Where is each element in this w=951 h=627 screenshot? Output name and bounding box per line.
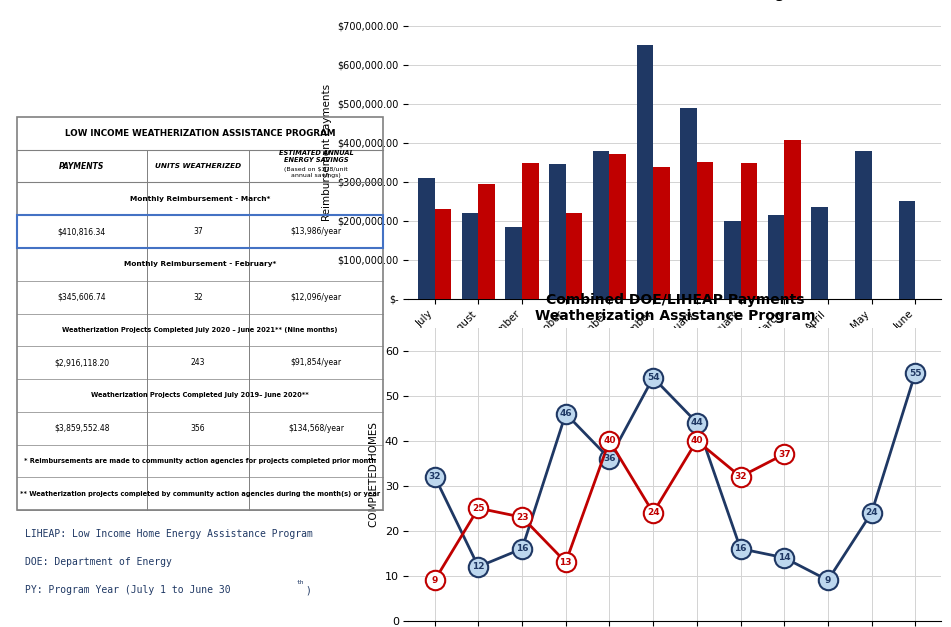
Bar bbox=[811, 207, 828, 299]
Bar bbox=[549, 164, 566, 299]
Bar bbox=[724, 221, 741, 299]
Text: th: th bbox=[297, 579, 304, 584]
Text: $2,916,118.20: $2,916,118.20 bbox=[54, 358, 109, 367]
Bar bbox=[741, 163, 757, 299]
Bar bbox=[435, 209, 452, 299]
Bar bbox=[478, 184, 495, 299]
Text: 32: 32 bbox=[734, 472, 747, 481]
Text: 46: 46 bbox=[559, 409, 573, 418]
Text: $3,859,552.48: $3,859,552.48 bbox=[54, 424, 109, 433]
Text: Monthly Reimbursement - February*: Monthly Reimbursement - February* bbox=[124, 261, 276, 267]
Bar bbox=[855, 150, 871, 299]
Text: LIHEAP: Low Income Home Energy Assistance Program: LIHEAP: Low Income Home Energy Assistanc… bbox=[25, 529, 313, 539]
Bar bbox=[767, 215, 785, 299]
Text: 12: 12 bbox=[472, 562, 485, 571]
Text: 25: 25 bbox=[472, 503, 485, 513]
Bar bbox=[610, 154, 626, 299]
Text: ): ) bbox=[305, 585, 312, 595]
Text: 24: 24 bbox=[865, 508, 878, 517]
Y-axis label: COMPLETED HOMES: COMPLETED HOMES bbox=[369, 422, 379, 527]
Text: $13,986/year: $13,986/year bbox=[290, 227, 341, 236]
Text: 14: 14 bbox=[778, 553, 790, 562]
Text: 23: 23 bbox=[515, 513, 529, 522]
Title: Combined DOE/LIHEAP Payments
Weatherization Assistance Program: Combined DOE/LIHEAP Payments Weatherizat… bbox=[534, 0, 815, 1]
Text: 243: 243 bbox=[191, 358, 205, 367]
Text: 13: 13 bbox=[559, 557, 572, 567]
Text: 32: 32 bbox=[193, 293, 203, 302]
Text: 37: 37 bbox=[193, 227, 203, 236]
Bar bbox=[785, 140, 801, 299]
Text: $410,816.34: $410,816.34 bbox=[58, 227, 106, 236]
Text: 36: 36 bbox=[603, 454, 615, 463]
Bar bbox=[899, 201, 915, 299]
Text: Weatherization Projects Completed July 2020 – June 2021** (Nine months): Weatherization Projects Completed July 2… bbox=[62, 327, 338, 333]
Bar bbox=[636, 45, 653, 299]
Text: $345,606.74: $345,606.74 bbox=[57, 293, 107, 302]
Text: 40: 40 bbox=[690, 436, 703, 445]
Bar bbox=[506, 227, 522, 299]
Text: 16: 16 bbox=[515, 544, 529, 553]
Bar bbox=[17, 215, 382, 248]
Text: 356: 356 bbox=[190, 424, 205, 433]
Text: PY: Program Year (July 1 to June 30: PY: Program Year (July 1 to June 30 bbox=[25, 585, 230, 595]
Bar bbox=[697, 162, 713, 299]
Text: 9: 9 bbox=[825, 576, 831, 585]
Text: Weatherization Projects Completed July 2019– June 2020**: Weatherization Projects Completed July 2… bbox=[91, 393, 309, 398]
Text: $12,096/year: $12,096/year bbox=[290, 293, 341, 302]
Text: 16: 16 bbox=[734, 544, 747, 553]
Text: LOW INCOME WEATHERIZATION ASSISTANCE PROGRAM: LOW INCOME WEATHERIZATION ASSISTANCE PRO… bbox=[65, 129, 335, 138]
Text: $134,568/year: $134,568/year bbox=[288, 424, 344, 433]
Text: 9: 9 bbox=[432, 576, 437, 585]
Text: 24: 24 bbox=[647, 508, 659, 517]
Y-axis label: Reimbursement Payments: Reimbursement Payments bbox=[321, 84, 332, 221]
Bar bbox=[592, 150, 610, 299]
Bar bbox=[17, 117, 382, 510]
Text: DOE: Department of Energy: DOE: Department of Energy bbox=[25, 557, 171, 567]
Text: 54: 54 bbox=[647, 373, 659, 382]
Text: (Based on $378/unit
annual savings): (Based on $378/unit annual savings) bbox=[284, 167, 348, 178]
Title: Combined DOE/LIHEAP Payments
Weatherization Assistance Program: Combined DOE/LIHEAP Payments Weatherizat… bbox=[534, 293, 815, 323]
Bar bbox=[522, 163, 538, 299]
Text: * Reimbursements are made to community action agencies for projects completed pr: * Reimbursements are made to community a… bbox=[24, 458, 376, 464]
Bar bbox=[566, 213, 582, 299]
Text: 40: 40 bbox=[603, 436, 615, 445]
Text: 32: 32 bbox=[429, 472, 441, 481]
Legend: Combined DOE/LIHEAP for PY2019/2020, Combined DOE/LIHEAP for PY2020/2021: Combined DOE/LIHEAP for PY2019/2020, Com… bbox=[443, 399, 906, 417]
Text: PAYMENTS: PAYMENTS bbox=[59, 162, 105, 171]
Text: Monthly Reimbursement - March*: Monthly Reimbursement - March* bbox=[129, 196, 270, 202]
Text: ** Weatherization projects completed by community action agencies during the mon: ** Weatherization projects completed by … bbox=[20, 491, 380, 497]
Bar bbox=[680, 108, 697, 299]
Text: $91,854/year: $91,854/year bbox=[290, 358, 341, 367]
Text: ESTIMATED ANNUAL
ENERGY SAVINGS: ESTIMATED ANNUAL ENERGY SAVINGS bbox=[279, 150, 354, 162]
Text: 55: 55 bbox=[909, 369, 922, 377]
Bar bbox=[462, 213, 478, 299]
Text: 44: 44 bbox=[690, 418, 703, 427]
Bar bbox=[418, 178, 435, 299]
Text: 37: 37 bbox=[778, 450, 790, 459]
Text: UNITS WEATHERIZED: UNITS WEATHERIZED bbox=[155, 163, 241, 169]
Bar bbox=[653, 167, 670, 299]
